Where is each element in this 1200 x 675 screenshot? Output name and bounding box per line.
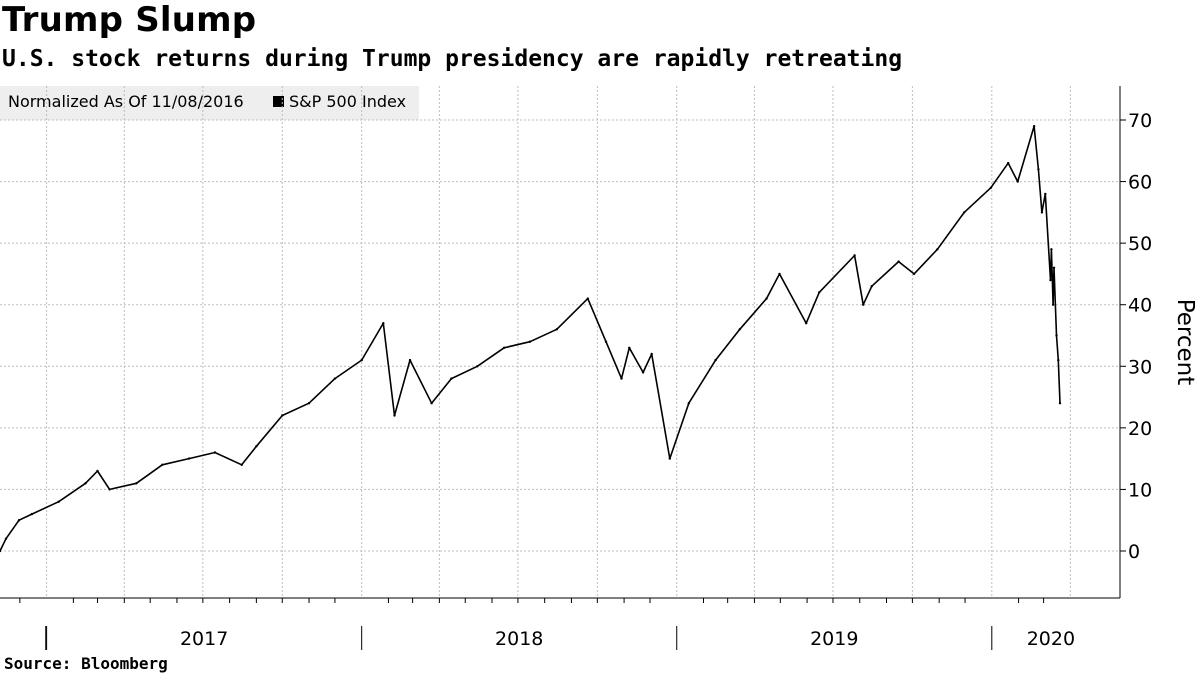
data-point <box>476 365 479 368</box>
data-point <box>135 482 138 485</box>
y-tick-label: 40 <box>1128 295 1152 317</box>
data-point <box>912 272 916 276</box>
data-point <box>502 346 506 349</box>
data-point <box>555 328 558 331</box>
data-point <box>1040 211 1044 214</box>
legend-label-sp500: S&P 500 Index <box>289 92 407 111</box>
data-point <box>528 340 532 343</box>
data-point <box>360 358 363 362</box>
data-point <box>604 340 608 343</box>
y-tick-label: 10 <box>1128 479 1152 501</box>
data-point <box>1051 303 1055 306</box>
chart-title: Trump Slump <box>2 0 257 40</box>
data-point <box>1052 266 1056 269</box>
data-point <box>870 285 873 288</box>
data-point <box>1058 402 1062 405</box>
data-point <box>641 371 645 374</box>
legend <box>0 86 419 120</box>
normalized-note: Normalized As Of 11/08/2016 <box>8 92 244 111</box>
data-point <box>213 451 217 454</box>
data-point <box>1050 248 1053 251</box>
data-point <box>161 463 164 466</box>
data-point <box>989 186 993 189</box>
data-point <box>84 482 87 485</box>
x-tick-label: 2019 <box>810 628 858 650</box>
data-point <box>805 322 808 325</box>
data-point <box>668 457 671 460</box>
data-point <box>57 500 60 503</box>
data-point <box>1057 358 1060 362</box>
data-point <box>0 549 2 553</box>
data-point <box>897 260 900 263</box>
data-point <box>1049 278 1052 282</box>
data-point <box>862 303 865 306</box>
x-tick-label: 2017 <box>180 628 228 650</box>
data-point <box>307 402 311 405</box>
data-point <box>1037 168 1040 171</box>
data-point <box>1032 125 1036 128</box>
data-point <box>778 272 781 276</box>
data-point <box>408 358 412 362</box>
data-point <box>650 352 653 356</box>
y-tick-label: 20 <box>1128 418 1152 440</box>
data-point <box>96 469 99 473</box>
y-tick-label: 0 <box>1128 541 1140 563</box>
data-point <box>430 402 433 405</box>
data-point <box>108 488 111 491</box>
data-point <box>17 519 21 522</box>
data-point <box>187 457 191 460</box>
data-point <box>628 346 631 349</box>
data-point <box>255 445 258 448</box>
data-point <box>240 463 243 466</box>
data-point <box>620 377 623 380</box>
y-tick-label: 30 <box>1128 356 1152 378</box>
data-point <box>714 358 717 362</box>
data-point <box>1044 192 1047 196</box>
chart-subtitle: U.S. stock returns during Trump presiden… <box>2 46 903 72</box>
data-point <box>1016 180 1019 183</box>
data-point <box>818 291 821 294</box>
data-point <box>687 402 690 405</box>
y-tick-label: 70 <box>1128 110 1152 132</box>
y-tick-label: 60 <box>1128 172 1152 194</box>
data-point <box>450 377 453 380</box>
data-point <box>281 414 284 417</box>
series-line-sp500 <box>0 125 1061 552</box>
y-tick-label: 50 <box>1128 233 1152 255</box>
legend-swatch-sp500 <box>273 96 284 107</box>
data-point <box>1007 161 1010 165</box>
data-point <box>382 322 385 325</box>
data-point <box>963 211 966 214</box>
source-note: Source: Bloomberg <box>4 654 168 673</box>
data-point <box>853 254 856 257</box>
data-point <box>1055 334 1058 337</box>
data-point <box>765 297 768 300</box>
data-point <box>393 414 396 417</box>
data-point <box>30 512 34 516</box>
data-point <box>4 537 8 540</box>
x-tick-label: 2018 <box>495 628 543 650</box>
x-tick-label: 2020 <box>1027 628 1075 650</box>
data-point <box>738 328 741 331</box>
data-point <box>333 377 337 380</box>
data-point <box>936 248 939 251</box>
data-point <box>586 297 589 300</box>
